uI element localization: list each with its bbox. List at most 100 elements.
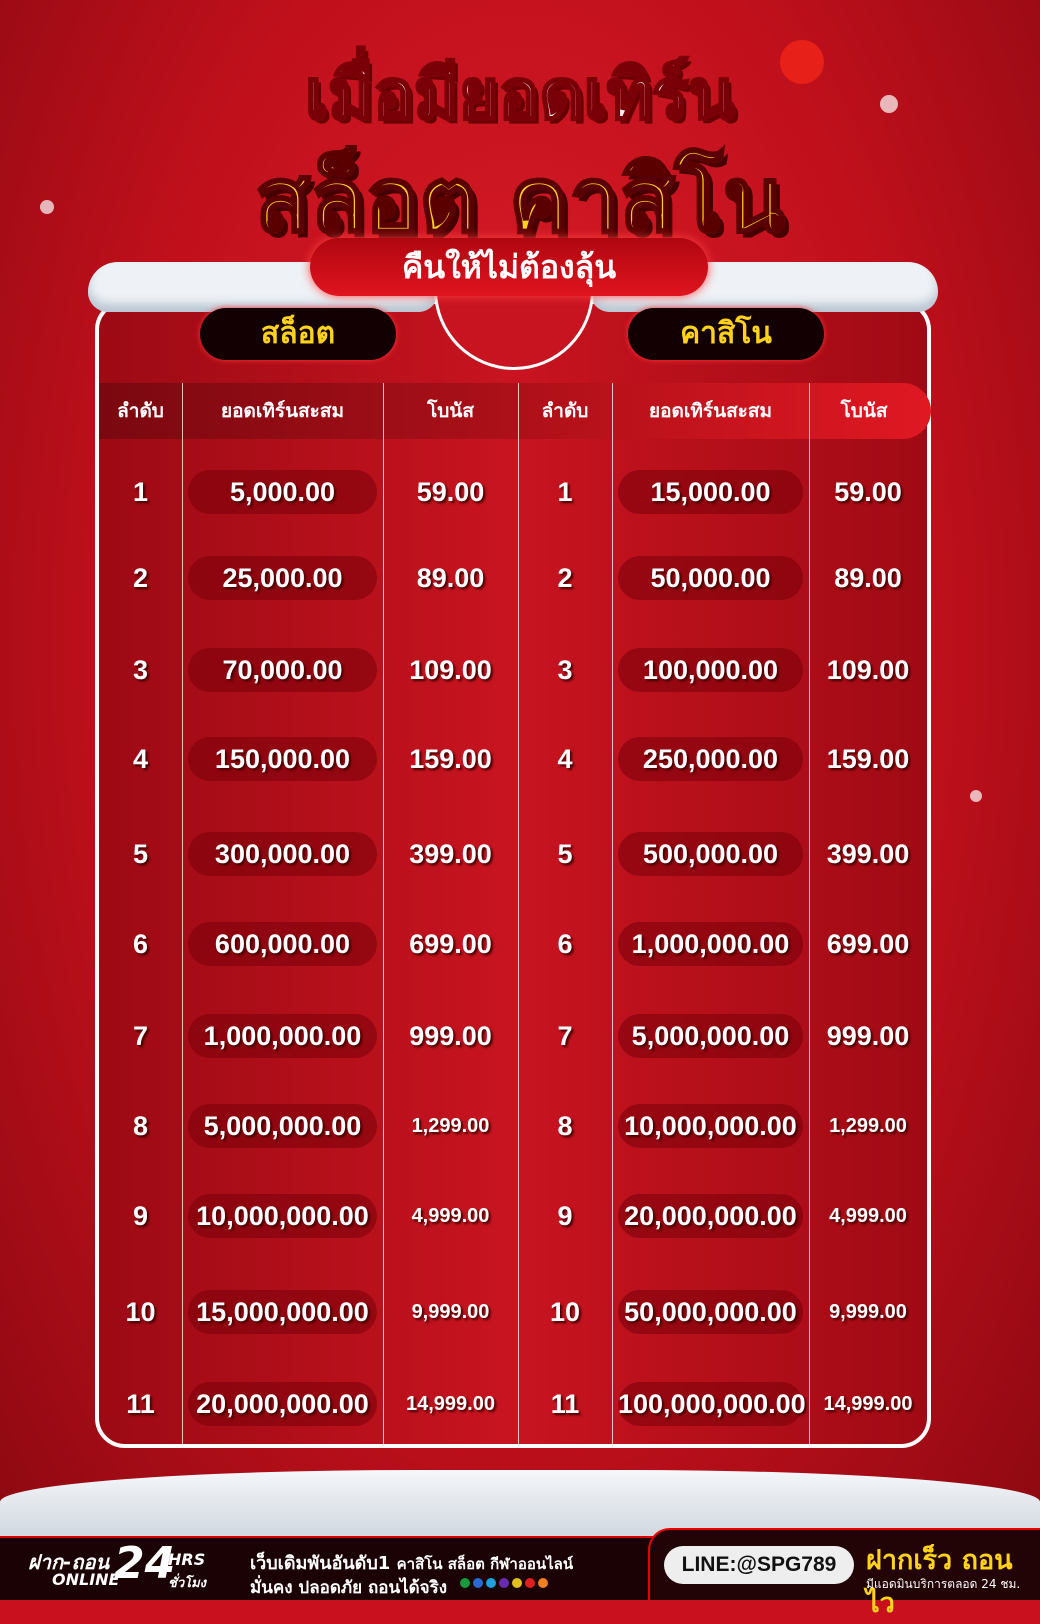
- casino-rank-cell: 6: [557, 929, 573, 959]
- slot-turnover-cell: 15,000,000.00: [188, 1290, 377, 1334]
- slot-bonus-cell: 699.00: [409, 929, 492, 959]
- slot-rank-cell: 7: [132, 1021, 149, 1051]
- ornament-decoration: [780, 40, 824, 84]
- header-turnover-casino: ยอดเทิร์นสะสม: [648, 400, 773, 422]
- line-id-button[interactable]: LINE:@SPG789: [664, 1546, 854, 1584]
- slot-bonus-cell: 399.00: [409, 839, 492, 869]
- bank-icon: [499, 1578, 509, 1588]
- casino-rank-cell: 7: [557, 1021, 573, 1051]
- casino-bonus-cell: 14,999.00: [823, 1393, 913, 1415]
- bank-icon: [538, 1578, 548, 1588]
- casino-turnover-cell: 50,000.00: [618, 556, 803, 600]
- casino-turnover-cell: 15,000.00: [618, 470, 803, 514]
- casino-bonus-cell: 159.00: [826, 744, 910, 774]
- slot-bonus-cell: 59.00: [416, 477, 485, 507]
- slot-bonus-cell: 14,999.00: [406, 1393, 495, 1415]
- casino-turnover-cell: 10,000,000.00: [618, 1104, 803, 1148]
- slot-bonus-cell: 159.00: [409, 744, 492, 774]
- slot-rank-cell: 9: [132, 1201, 149, 1231]
- slot-bonus-cell: 4,999.00: [411, 1205, 490, 1227]
- casino-bonus-cell: 1,299.00: [829, 1115, 907, 1137]
- footer-hrs: HRS: [168, 1550, 206, 1569]
- column-divider: [383, 383, 384, 1445]
- slot-bonus-cell: 109.00: [409, 655, 492, 685]
- casino-turnover-cell: 250,000.00: [618, 737, 803, 781]
- casino-bonus-cell: 109.00: [826, 655, 910, 685]
- snowflake-decoration: [880, 95, 898, 113]
- headline-line2: สล็อต คาสิโน: [254, 147, 786, 255]
- casino-turnover-cell: 1,000,000.00: [618, 922, 803, 966]
- section-label-casino: คาสิโน: [628, 308, 824, 360]
- section-label-slot: สล็อต: [200, 308, 396, 360]
- footer-deposit-label: ฝาก-ถอน: [28, 1550, 110, 1574]
- slot-bonus-cell: 1,299.00: [411, 1115, 490, 1137]
- footer-hrs-th: ชั่วโมง: [168, 1576, 207, 1591]
- footer-admin: มีแอดมินบริการตลอด 24 ชม.: [866, 1577, 1021, 1591]
- slot-rank-cell: 10: [125, 1297, 156, 1327]
- casino-turnover-cell: 100,000.00: [618, 648, 803, 692]
- footer-online: ONLINE: [52, 1570, 120, 1589]
- tagline-main: เว็บเดิมพันอันดับ1: [250, 1553, 391, 1574]
- casino-rank-cell: 11: [550, 1389, 580, 1419]
- casino-rank-cell: 2: [557, 563, 573, 593]
- slot-rank-cell: 3: [132, 655, 149, 685]
- slot-turnover-cell: 600,000.00: [188, 922, 377, 966]
- header-rank-casino: ลำดับ: [541, 400, 589, 422]
- table-header: ลำดับ ยอดเทิร์นสะสม โบนัส ลำดับ ยอดเทิร์…: [99, 383, 931, 439]
- casino-rank-cell: 9: [557, 1201, 573, 1231]
- slot-rank-cell: 1: [132, 477, 149, 507]
- casino-turnover-cell: 20,000,000.00: [618, 1194, 803, 1238]
- bank-icon: [512, 1578, 522, 1588]
- slot-bonus-cell: 9,999.00: [411, 1301, 490, 1323]
- snowflake-decoration: [970, 790, 982, 802]
- slot-turnover-cell: 70,000.00: [188, 648, 377, 692]
- slot-rank-cell: 6: [132, 929, 149, 959]
- column-divider: [182, 383, 183, 1445]
- slot-rank-cell: 2: [132, 563, 149, 593]
- casino-rank-cell: 10: [549, 1297, 581, 1327]
- header-rank-slot: ลำดับ: [117, 400, 164, 422]
- bank-icon: [460, 1578, 470, 1588]
- column-divider: [612, 383, 613, 1445]
- casino-turnover-cell: 5,000,000.00: [618, 1014, 803, 1058]
- casino-bonus-cell: 699.00: [826, 929, 910, 959]
- casino-bonus-cell: 59.00: [834, 477, 902, 507]
- slot-bonus-cell: 89.00: [416, 563, 485, 593]
- slot-turnover-cell: 1,000,000.00: [188, 1014, 377, 1058]
- slot-turnover-cell: 10,000,000.00: [188, 1194, 377, 1238]
- slot-bonus-cell: 999.00: [409, 1021, 492, 1051]
- header-bonus-slot: โบนัส: [427, 400, 474, 422]
- slot-turnover-cell: 300,000.00: [188, 832, 377, 876]
- casino-bonus-cell: 9,999.00: [829, 1301, 907, 1323]
- casino-bonus-cell: 4,999.00: [829, 1205, 907, 1227]
- bank-icon: [473, 1578, 483, 1588]
- casino-rank-cell: 4: [557, 744, 573, 774]
- header-turnover-slot: ยอดเทิร์นสะสม: [220, 400, 345, 422]
- casino-rank-cell: 3: [557, 655, 573, 685]
- slot-turnover-cell: 5,000.00: [188, 470, 377, 514]
- column-divider: [809, 383, 810, 1445]
- header-bonus-casino: โบนัส: [840, 400, 888, 422]
- casino-bonus-cell: 999.00: [826, 1021, 910, 1051]
- bank-icon: [525, 1578, 535, 1588]
- casino-turnover-cell: 50,000,000.00: [618, 1290, 803, 1334]
- casino-rank-cell: 5: [557, 839, 573, 869]
- slot-rank-cell: 5: [132, 839, 149, 869]
- slot-rank-cell: 8: [132, 1111, 149, 1141]
- tagline-sub: คาสิโน สล็อต กีฬาออนไลน์: [396, 1555, 574, 1573]
- casino-turnover-cell: 500,000.00: [618, 832, 803, 876]
- casino-bonus-cell: 399.00: [826, 839, 910, 869]
- slot-rank-cell: 4: [132, 744, 149, 774]
- subtitle-pill: คืนให้ไม่ต้องลุ้น: [310, 238, 708, 296]
- footer-tagline2: มั่นคง ปลอดภัย ถอนได้จริง: [250, 1578, 448, 1598]
- slot-turnover-cell: 20,000,000.00: [188, 1382, 377, 1426]
- slot-turnover-cell: 5,000,000.00: [188, 1104, 377, 1148]
- casino-bonus-cell: 89.00: [834, 563, 902, 593]
- footer-tagline1: เว็บเดิมพันอันดับ1 คาสิโน สล็อต กีฬาออนไ…: [250, 1548, 573, 1577]
- footer-24: 24: [114, 1538, 176, 1589]
- slot-turnover-cell: 25,000.00: [188, 556, 377, 600]
- snowflake-decoration: [40, 200, 54, 214]
- slot-rank-cell: 11: [126, 1389, 155, 1419]
- casino-rank-cell: 1: [557, 477, 573, 507]
- bank-icon: [486, 1578, 496, 1588]
